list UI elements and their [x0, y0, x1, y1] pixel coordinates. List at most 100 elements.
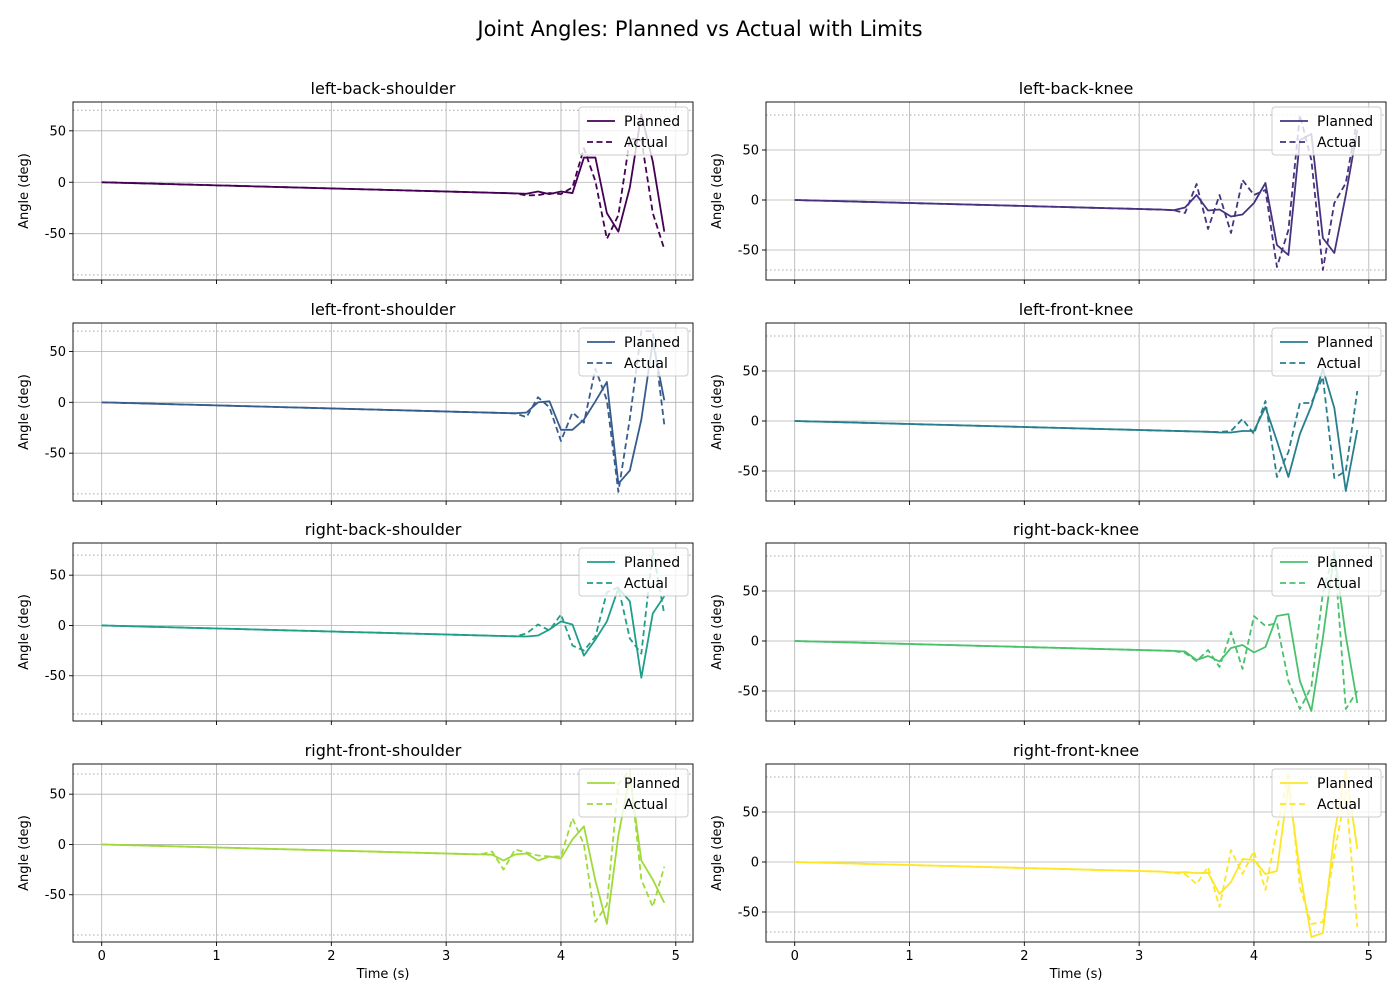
y-tick-label: -50 [45, 888, 66, 903]
legend-box [578, 768, 689, 818]
subplot-left-back-shoulder: left-back-shoulder -50 0 50 Angle (deg) Plann… [17, 79, 694, 284]
y-tick-label: 0 [58, 176, 66, 191]
legend-planned-label: Planned [1317, 335, 1373, 351]
legend-planned-label: Planned [1317, 776, 1373, 792]
x-tick-label: 0 [98, 949, 106, 964]
legend-box [1271, 327, 1382, 377]
x-tick-label: 0 [791, 949, 799, 964]
axes-frame [765, 763, 1387, 943]
legend-actual-label: Actual [1317, 135, 1361, 151]
y-tick-label: 50 [742, 806, 759, 821]
x-tick-label: 2 [327, 949, 335, 964]
y-tick-label: 50 [742, 144, 759, 159]
actual-series-line [794, 376, 1359, 479]
subplot-right-back-knee: right-back-knee -50 0 50 Angle (deg) Planned A… [710, 520, 1387, 725]
legend: Planned Actual [1271, 547, 1382, 597]
legend-actual-label: Actual [624, 135, 668, 151]
x-tick-label: 2 [1020, 949, 1028, 964]
legend-actual-label: Actual [1317, 797, 1361, 813]
x-tick-label: 4 [1250, 949, 1258, 964]
subplot-title: right-front-shoulder [305, 741, 462, 760]
y-tick-label: 0 [58, 396, 66, 411]
figure-title: Joint Angles: Planned vs Actual with Lim… [475, 17, 922, 41]
y-axis-label: Angle (deg) [17, 374, 32, 450]
subplot-left-back-knee: left-back-knee -50 0 50 Angle (deg) Planned Ac… [710, 79, 1387, 284]
y-axis-label: Angle (deg) [710, 374, 725, 450]
legend-actual-label: Actual [1317, 576, 1361, 592]
actual-series-line [101, 549, 666, 655]
y-axis-label: Angle (deg) [17, 815, 32, 891]
subplot-left-front-shoulder: left-front-shoulder -50 0 50 Angle (deg) Plan… [17, 300, 694, 505]
planned-series-line [794, 368, 1359, 492]
y-tick-label: 50 [49, 788, 66, 803]
axes-frame [765, 322, 1387, 502]
legend-actual-label: Actual [624, 797, 668, 813]
y-tick-label: -50 [45, 669, 66, 684]
y-tick-label: 0 [751, 635, 759, 650]
y-tick-label: -50 [738, 906, 759, 921]
axes-frame [72, 542, 694, 722]
axes-frame [72, 763, 694, 943]
axes-frame [72, 101, 694, 281]
y-axis-label: Angle (deg) [17, 594, 32, 670]
legend-planned-label: Planned [624, 776, 680, 792]
y-tick-label: 0 [751, 415, 759, 430]
subplot-title: right-front-knee [1013, 741, 1139, 760]
y-tick-label: 50 [742, 365, 759, 380]
actual-series-line [101, 138, 666, 250]
x-axis-label: Time (s) [1049, 967, 1103, 982]
legend: Planned Actual [1271, 106, 1382, 156]
subplot-title: left-front-knee [1019, 300, 1134, 319]
legend-box [1271, 768, 1382, 818]
legend: Planned Actual [1271, 327, 1382, 377]
x-tick-label: 5 [672, 949, 680, 964]
actual-series-line [794, 550, 1359, 710]
x-tick-label: 4 [557, 949, 565, 964]
legend: Planned Actual [578, 106, 689, 156]
y-axis-label: Angle (deg) [710, 815, 725, 891]
legend: Planned Actual [1271, 768, 1382, 818]
y-tick-label: -50 [738, 244, 759, 259]
y-tick-label: 50 [742, 585, 759, 600]
legend: Planned Actual [578, 327, 689, 377]
actual-series-line [101, 769, 666, 923]
x-tick-label: 1 [905, 949, 913, 964]
actual-series-line [101, 330, 666, 493]
y-tick-label: -50 [45, 447, 66, 462]
y-tick-label: 50 [49, 124, 66, 139]
legend-actual-label: Actual [624, 356, 668, 372]
legend-planned-label: Planned [624, 555, 680, 571]
subplot-left-front-knee: left-front-knee -50 0 50 Angle (deg) Planned A… [710, 300, 1387, 505]
y-tick-label: 50 [49, 569, 66, 584]
y-tick-label: 50 [49, 345, 66, 360]
y-tick-label: 0 [58, 619, 66, 634]
subplot-right-front-knee: right-front-knee -50 0 50 0 1 2 3 4 5 Angle (deg) T… [710, 741, 1387, 982]
x-tick-label: 3 [1135, 949, 1143, 964]
subplot-title: left-back-shoulder [311, 79, 456, 98]
legend-box [578, 106, 689, 156]
y-tick-label: -50 [738, 465, 759, 480]
subplot-title: left-front-shoulder [311, 300, 456, 319]
legend: Planned Actual [578, 768, 689, 818]
legend-planned-label: Planned [1317, 114, 1373, 130]
x-tick-label: 1 [212, 949, 220, 964]
legend-planned-label: Planned [624, 114, 680, 130]
subplot-right-back-shoulder: right-back-shoulder -50 0 50 Angle (deg) Plan… [17, 520, 694, 725]
legend-planned-label: Planned [1317, 555, 1373, 571]
y-tick-label: -50 [45, 227, 66, 242]
legend-actual-label: Actual [1317, 356, 1361, 372]
legend: Planned Actual [578, 547, 689, 597]
axes-frame [765, 101, 1387, 281]
y-tick-label: -50 [738, 685, 759, 700]
x-axis-label: Time (s) [356, 967, 410, 982]
y-axis-label: Angle (deg) [17, 153, 32, 229]
subplot-right-front-shoulder: right-front-shoulder -50 0 50 0 1 2 3 4 5 Angle (d… [17, 741, 694, 982]
legend-box [578, 547, 689, 597]
actual-series-line [794, 114, 1359, 271]
y-tick-label: 0 [751, 856, 759, 871]
x-tick-label: 3 [442, 949, 450, 964]
subplot-title: right-back-knee [1013, 520, 1139, 539]
